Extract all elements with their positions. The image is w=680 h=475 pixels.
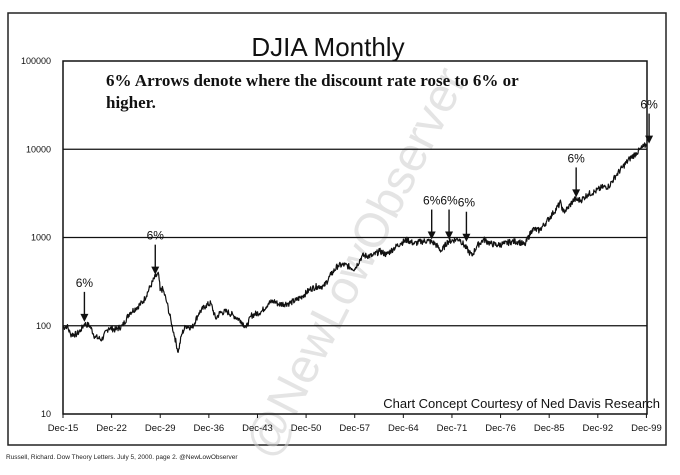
x-tick-label: Dec-92 [582,423,613,434]
annotation-line-2: higher. [106,93,156,112]
x-tick-label: Dec-22 [96,423,127,434]
y-tick-label: 10 [41,409,51,419]
gridlines [63,148,647,327]
arrow-label: 6% [567,151,585,165]
x-tick-label: Dec-29 [145,423,176,434]
arrow-label: 6% [440,194,458,208]
arrow-label: 6% [147,229,165,243]
chart-title: DJIA Monthly [251,32,404,62]
arrow-head [445,231,454,240]
arrow-label: 6% [458,196,476,210]
arrow-head [80,313,89,322]
rate-arrow: 6% [567,151,585,198]
x-tick-label: Dec-15 [48,423,79,434]
arrow-head [151,266,160,275]
x-axis: Dec-15 Dec-22 Dec-29 Dec-36 Dec-43 Dec-50 Dec-… [48,414,662,434]
credit-text: Chart Concept Courtesy of Ned Davis Rese… [383,396,660,411]
x-tick-label: Dec-99 [631,423,662,434]
rate-arrow: 6% [440,194,458,240]
arrow-label: 6% [423,194,441,208]
rate-arrow: 6% [147,229,165,275]
x-tick-label: Dec-85 [534,423,565,434]
source-footer: Russell, Richard. Dow Theory Letters. Ju… [6,454,238,461]
y-tick-label: 1000 [31,233,51,243]
x-tick-label: Dec-50 [291,423,322,434]
rate-arrows: 6%6%6% 6% 6%6%6% [76,98,658,322]
x-tick-label: Dec-64 [388,423,419,434]
y-tick-label: 100000 [21,56,51,66]
annotation-line-1: 6% Arrows denote where the discount rate… [106,71,519,90]
annotation-text: 6% Arrows denote where the discount rate… [106,71,523,112]
x-tick-label: Dec-76 [485,423,516,434]
djia-series-line [62,142,648,353]
y-axis: 100000 10000 1000 100 10 [21,56,51,419]
x-tick-label: Dec-57 [339,423,370,434]
arrow-head [572,189,581,198]
arrow-label: 6% [76,276,94,290]
x-tick-label: Dec-36 [194,423,225,434]
arrow-head [645,135,654,144]
y-tick-label: 10000 [26,144,51,154]
rate-arrow: 6% [423,194,441,240]
arrow-label: 6% [640,98,658,112]
rate-arrow: 6% [640,98,658,144]
x-tick-label: Dec-71 [437,423,468,434]
rate-arrow: 6% [76,276,94,322]
outer-frame [7,12,667,446]
arrow-head [427,231,436,240]
arrow-head [462,233,471,242]
y-tick-label: 100 [36,321,51,331]
rate-arrow: 6% [458,196,476,242]
x-tick-label: Dec-43 [242,423,273,434]
